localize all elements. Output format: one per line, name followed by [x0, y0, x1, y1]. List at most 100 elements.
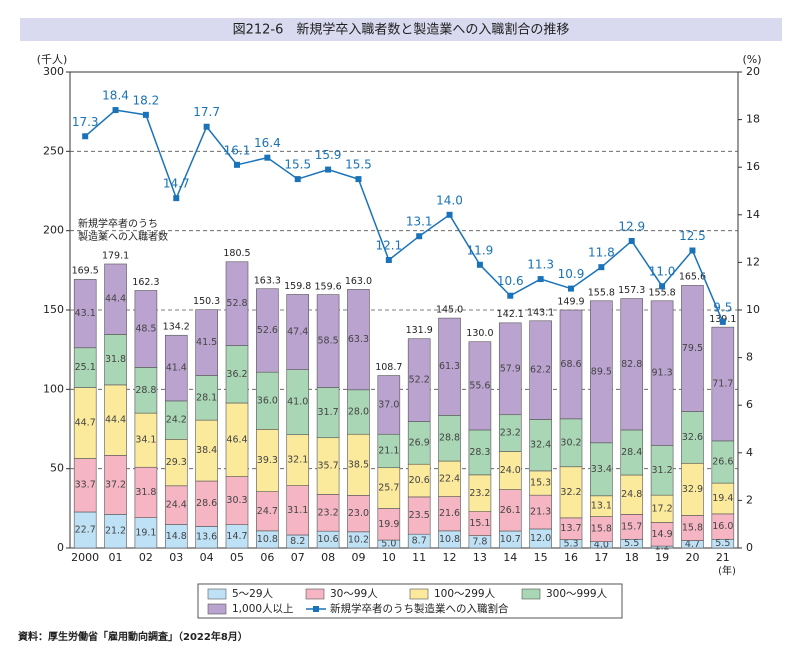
line-marker: [142, 111, 149, 118]
segment-label: 52.6: [257, 325, 278, 336]
y-tick-label: 300: [43, 65, 64, 78]
x-axis-label: (年): [718, 564, 736, 577]
line-marker: [446, 211, 453, 218]
segment-label: 25.1: [75, 362, 96, 373]
legend-swatch: [305, 588, 325, 600]
segment-label: 82.8: [621, 359, 642, 370]
segment-label: 28.0: [348, 407, 369, 418]
segment-label: 23.2: [469, 488, 490, 499]
line-label: 18.2: [133, 93, 160, 107]
segment-label: 26.1: [500, 505, 521, 516]
segment-label: 8.7: [412, 536, 427, 547]
x-tick-label: 04: [200, 551, 214, 564]
line-label: 15.5: [345, 158, 372, 172]
segment-label: 1.2: [655, 542, 670, 553]
segment-label: 24.7: [257, 506, 278, 517]
segment-label: 10.7: [500, 534, 521, 545]
total-label: 150.3: [193, 296, 220, 307]
segment-label: 38.4: [196, 445, 217, 456]
x-tick-label: 02: [139, 551, 153, 564]
x-tick-label: 10: [382, 551, 396, 564]
line-marker: [568, 285, 574, 292]
segment-label: 36.0: [257, 395, 278, 406]
segment-label: 28.3: [469, 447, 490, 458]
x-tick-label: 06: [260, 551, 274, 564]
total-label: 169.5: [72, 266, 99, 277]
segment-label: 28.4: [621, 447, 642, 458]
x-tick-label: 15: [534, 551, 548, 564]
x-tick-label: 21: [716, 551, 730, 564]
line-marker: [173, 195, 180, 202]
segment-label: 13.1: [591, 501, 612, 512]
bar-segment: [164, 334, 188, 402]
segment-label: 23.2: [318, 507, 339, 518]
total-label: 159.8: [284, 281, 311, 292]
y-tick-label: 250: [43, 144, 64, 157]
segment-label: 62.2: [530, 365, 551, 376]
line-marker: [537, 276, 544, 283]
y2-tick-label: 18: [746, 113, 760, 126]
x-tick-label: 14: [503, 551, 517, 564]
segment-label: 21.2: [105, 526, 126, 537]
line-marker: [325, 166, 332, 173]
segment-label: 31.1: [287, 505, 308, 516]
segment-label: 28.8: [135, 385, 156, 396]
bar-segment: [347, 289, 370, 391]
segment-label: 32.9: [682, 484, 703, 495]
bar-segment: [438, 317, 461, 416]
legend-label: 30～99人: [330, 588, 378, 600]
line-label: 18.4: [102, 89, 129, 103]
segment-label: 24.8: [621, 489, 642, 500]
segment-label: 10.2: [348, 534, 369, 545]
segment-label: 44.7: [75, 418, 96, 429]
segment-label: 21.1: [378, 445, 399, 456]
bar-segment: [711, 326, 735, 442]
total-label: 131.9: [406, 325, 433, 336]
y2-tick-label: 12: [746, 255, 760, 268]
line-marker: [264, 154, 271, 161]
segment-label: 7.8: [472, 536, 487, 547]
line-marker: [416, 233, 423, 240]
line-label: 11.9: [467, 243, 494, 257]
legend-swatch: [207, 603, 227, 615]
x-tick-label: 05: [230, 551, 244, 564]
line-label: 17.3: [72, 115, 99, 129]
segment-label: 26.6: [712, 457, 733, 468]
line-label: 12.1: [375, 239, 402, 253]
line-marker: [507, 292, 514, 299]
y-axis-label: (千人): [37, 53, 68, 66]
segment-label: 52.8: [226, 298, 247, 309]
chart-title: 図212-6 新規学卒入職者数と製造業への入職割合の推移: [233, 22, 570, 38]
segment-label: 46.4: [226, 434, 247, 445]
y-tick-label: 50: [50, 462, 64, 475]
segment-label: 55.6: [469, 380, 490, 391]
segment-label: 47.4: [287, 327, 308, 338]
segment-label: 17.2: [652, 503, 673, 514]
total-label: 155.8: [588, 287, 615, 298]
line-label: 15.5: [284, 158, 311, 172]
segment-label: 36.2: [226, 369, 247, 380]
total-label: 143.1: [527, 307, 554, 318]
segment-label: 23.2: [500, 428, 521, 439]
x-tick-label: 16: [564, 551, 578, 564]
segment-label: 24.4: [166, 500, 187, 511]
segment-label: 14.8: [166, 531, 187, 542]
segment-label: 15.3: [530, 478, 551, 489]
bar-segment: [377, 375, 401, 435]
bar-segment: [559, 309, 583, 420]
total-label: 159.6: [314, 281, 341, 292]
bar-segment: [468, 341, 492, 431]
total-label: 149.9: [557, 297, 584, 308]
line-marker: [112, 107, 119, 114]
bar-segment: [590, 300, 613, 444]
segment-label: 14.9: [652, 529, 673, 540]
line-label: 12.5: [679, 229, 706, 243]
segment-label: 41.4: [166, 363, 187, 374]
x-tick-label: 08: [321, 551, 335, 564]
segment-label: 30.2: [560, 437, 581, 448]
segment-label: 5.0: [381, 539, 396, 550]
segment-label: 21.6: [439, 508, 460, 519]
segment-label: 20.6: [409, 475, 430, 486]
x-tick-label: 09: [351, 551, 365, 564]
